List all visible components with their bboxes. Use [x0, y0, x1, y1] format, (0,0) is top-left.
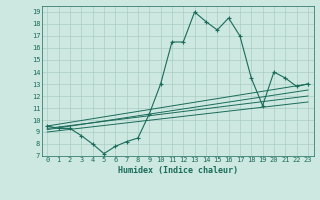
X-axis label: Humidex (Indice chaleur): Humidex (Indice chaleur) [118, 166, 237, 175]
